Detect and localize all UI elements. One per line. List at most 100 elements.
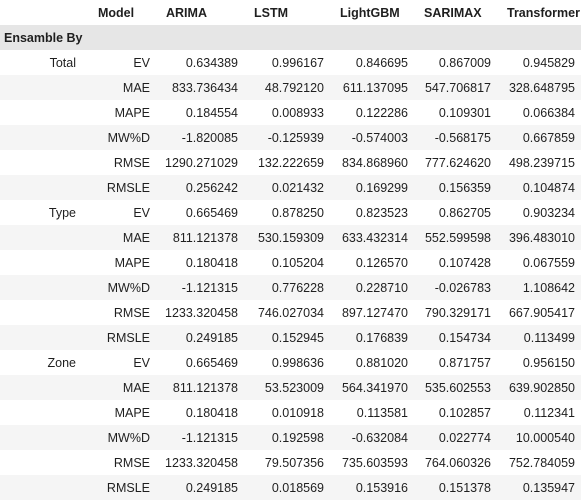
value-cell: 0.249185 [156,475,244,500]
value-cell: 0.107428 [438,255,491,270]
value-cell: 0.249185 [156,325,244,350]
value-cell: 833.736434 [156,75,244,100]
value-cell: 0.021432 [244,175,330,200]
group-label [0,400,90,425]
table-row: RMSLE 0.249185 0.152945 0.176839 0.154734 0.1… [0,325,581,350]
value-cell: 897.127470 [341,305,408,320]
table-row: MAPE 0.180418 0.010918 0.113581 0.102857 0.11… [0,400,581,425]
value-cell: 396.483010 [497,225,581,250]
metric-label: RMSLE [90,325,156,350]
value-cell: 530.159309 [244,225,330,250]
value-cell: 0.104874 [497,175,581,200]
table-row: MAPE 0.180418 0.105204 0.126570 0.107428 0.06… [0,250,581,275]
value-cell: 547.706817 [414,75,497,100]
value-cell: 0.102857 [438,405,491,420]
value-cell: 0.862705 [438,205,491,220]
value-cell: -0.574003 [330,125,414,150]
value-cell: 752.784059 [508,455,575,470]
value-cell: -0.568175 [414,125,497,150]
value-cell: 0.667859 [497,125,581,150]
value-cell: 0.066384 [522,105,575,120]
value-cell: 0.180418 [185,405,238,420]
group-label [0,250,90,275]
index-header-row: Ensamble By [0,25,581,50]
header-model: Model [90,0,156,25]
metric-label: MW%D [90,275,156,300]
value-cell: 552.599598 [414,225,497,250]
value-cell: 764.060326 [424,455,491,470]
table-row: RMSLE 0.256242 0.021432 0.169299 0.156359 0.1… [0,175,581,200]
header-lstm: LSTM [244,0,330,25]
value-cell: 48.792120 [244,75,330,100]
group-label [0,425,90,450]
metric-label: MAPE [114,405,150,420]
value-cell: 0.192598 [244,425,330,450]
value-cell: -1.121315 [156,275,244,300]
group-label: Total [49,55,76,70]
value-cell: 0.228710 [330,275,414,300]
index-label: Ensamble By [0,25,581,50]
value-cell: 0.010918 [271,405,324,420]
value-cell: 0.109301 [438,105,491,120]
value-cell: -1.820085 [156,125,244,150]
value-cell: 0.135947 [497,475,581,500]
group-label [0,325,90,350]
metric-label: MAPE [114,105,150,120]
value-cell: 132.222659 [257,155,324,170]
metric-label: EV [133,205,150,220]
value-cell: 79.507356 [264,455,324,470]
value-cell: 0.022774 [414,425,497,450]
value-cell: 0.776228 [244,275,330,300]
value-cell: 0.634389 [185,55,238,70]
header-arima: ARIMA [156,0,244,25]
value-cell: 639.902850 [497,375,581,400]
value-cell: 0.112341 [523,405,575,420]
group-label [0,150,90,175]
table-row: MW%D -1.820085 -0.125939 -0.574003 -0.568175… [0,125,581,150]
value-cell: 0.156359 [414,175,497,200]
group-label [0,225,90,250]
metric-label: MAE [90,75,156,100]
value-cell: 0.153916 [330,475,414,500]
value-cell: 746.027034 [257,305,324,320]
value-cell: 0.126570 [355,255,408,270]
value-cell: 0.184554 [185,105,238,120]
table-row: MAE 811.121378 530.159309 633.432314 552.599… [0,225,581,250]
table-row: RMSE 1233.320458 79.507356 735.603593 764.06… [0,450,581,475]
value-cell: 633.432314 [330,225,414,250]
value-cell: 777.624620 [424,155,491,170]
header-blank [0,0,90,25]
value-cell: 0.151378 [414,475,497,500]
table-row: Total EV 0.634389 0.996167 0.846695 0.867009 0… [0,50,581,75]
metric-label: EV [133,55,150,70]
value-cell: 53.523009 [244,375,330,400]
value-cell: 0.154734 [414,325,497,350]
table-row: RMSLE 0.249185 0.018569 0.153916 0.151378 0.1… [0,475,581,500]
group-label [0,300,90,325]
value-cell: 834.868960 [341,155,408,170]
value-cell: 0.008933 [271,105,324,120]
metric-label: MAE [90,375,156,400]
value-cell: 0.945829 [522,55,575,70]
value-cell: 0.878250 [271,205,324,220]
value-cell: 0.018569 [244,475,330,500]
value-cell: -0.125939 [244,125,330,150]
table-body: Total EV 0.634389 0.996167 0.846695 0.867009 0… [0,50,581,500]
value-cell: 0.122286 [355,105,408,120]
metric-label: RMSE [113,305,150,320]
table-row: Type EV 0.665469 0.878250 0.823523 0.862705 0.… [0,200,581,225]
value-cell: -1.121315 [156,425,244,450]
value-cell: 498.239715 [508,155,575,170]
group-label [0,75,90,100]
metric-label: RMSE [113,155,150,170]
table-row: MW%D -1.121315 0.192598 -0.632084 0.022774 10… [0,425,581,450]
metric-label: MW%D [90,125,156,150]
column-header-row: Model ARIMA LSTM LightGBM SARIMAX Transf… [0,0,581,25]
value-cell: -0.026783 [414,275,497,300]
value-cell: 667.905417 [508,305,575,320]
value-cell: 0.867009 [438,55,491,70]
value-cell: 0.665469 [185,205,238,220]
table-row: MAPE 0.184554 0.008933 0.122286 0.109301 0.06… [0,100,581,125]
metric-label: RMSE [113,455,150,470]
